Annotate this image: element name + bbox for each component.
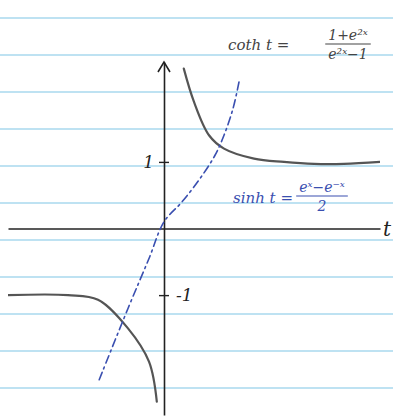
y-axis-line xyxy=(164,63,166,416)
series-line xyxy=(99,82,239,380)
annotation: coth t = 1+e²ˣ e²ˣ−1 xyxy=(228,27,371,62)
y-tick-label: -1 xyxy=(176,285,193,305)
x-axis-line xyxy=(9,228,381,230)
ruled-line xyxy=(0,239,393,241)
annotation-numerator: eˣ−e⁻ˣ xyxy=(299,179,345,195)
plot-area xyxy=(8,69,380,402)
ruled-line xyxy=(0,91,393,93)
y-axis: 1 -1 xyxy=(143,63,192,416)
annotation-numerator: 1+e²ˣ xyxy=(328,27,368,43)
annotation-denominator: 2 xyxy=(317,198,327,214)
ruled-line xyxy=(0,276,393,278)
annotation-text: sinh t = xyxy=(233,189,293,207)
y-tick: -1 xyxy=(159,285,193,305)
annotation-text: coth t = xyxy=(228,36,289,54)
y-tick: 1 xyxy=(143,152,169,172)
ruled-line xyxy=(0,17,393,19)
fraction-bar xyxy=(296,195,348,196)
fraction-bar xyxy=(325,43,371,44)
annotation: sinh t = eˣ−e⁻ˣ 2 xyxy=(233,179,348,214)
chart: 1 -1 t coth t = 1+e²ˣ e²ˣ−1 sinh t = eˣ−e⁻ˣ 2 xyxy=(0,0,393,419)
ruled-line xyxy=(0,350,393,352)
x-axis-title: t xyxy=(383,217,392,241)
axis-arrow xyxy=(158,62,170,72)
y-tick-label: 1 xyxy=(143,152,154,172)
series-line xyxy=(8,69,380,402)
ruled-line xyxy=(0,165,393,167)
annotation-denominator: e²ˣ−1 xyxy=(328,46,368,62)
ruled-lines xyxy=(0,18,393,388)
ruled-line xyxy=(0,202,393,204)
x-axis xyxy=(9,229,381,230)
y-tick-mark xyxy=(159,162,169,163)
ruled-line xyxy=(0,128,393,130)
y-tick-mark xyxy=(159,295,169,296)
ruled-line xyxy=(0,313,393,315)
ruled-line xyxy=(0,387,393,389)
